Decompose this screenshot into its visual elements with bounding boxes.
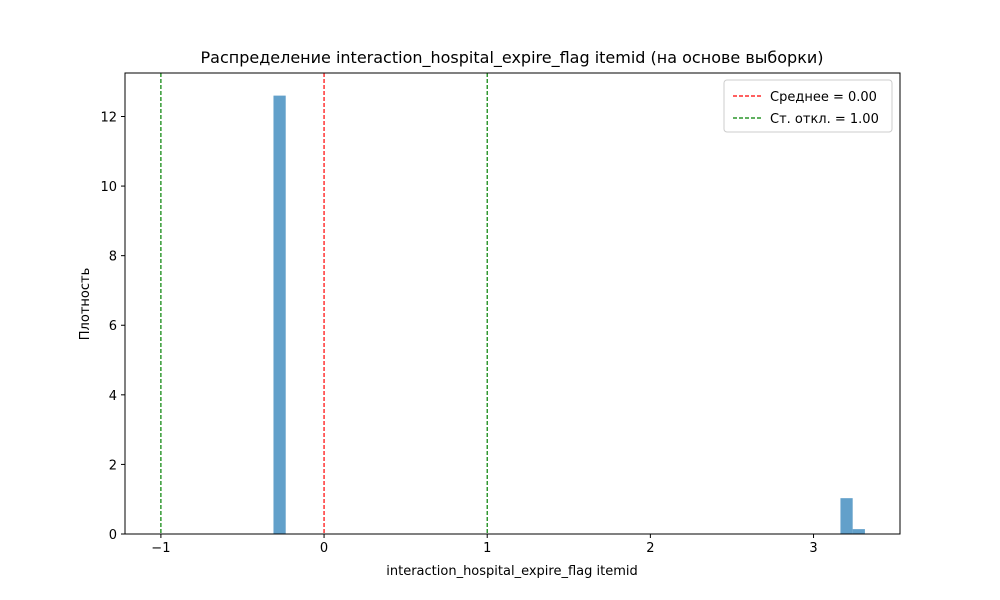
x-tick-label: 3 <box>809 541 817 556</box>
legend-label: Ст. откл. = 1.00 <box>770 112 879 127</box>
y-tick-label: 8 <box>109 250 117 265</box>
y-axis-label: Плотность <box>78 268 93 340</box>
x-axis: −1 0 1 2 3 <box>151 534 818 556</box>
x-tick-label: 0 <box>320 541 328 556</box>
x-tick-label: 2 <box>646 541 654 556</box>
y-axis: 0 2 4 6 8 10 12 <box>100 110 125 543</box>
y-tick-label: 2 <box>109 458 117 473</box>
histogram-bar-1 <box>840 498 853 534</box>
x-tick-label: 1 <box>483 541 491 556</box>
y-tick-label: 12 <box>100 110 117 125</box>
x-tick-label: −1 <box>151 541 170 556</box>
chart-title: Распределение interaction_hospital_expir… <box>200 48 823 68</box>
histogram-bar-2 <box>852 529 865 534</box>
plot-frame <box>124 72 901 535</box>
histogram-bar-0 <box>273 95 286 534</box>
y-tick-label: 10 <box>100 180 117 195</box>
y-tick-label: 6 <box>109 319 117 334</box>
legend: Среднее = 0.00 Ст. откл. = 1.00 <box>723 79 893 133</box>
legend-label: Среднее = 0.00 <box>770 90 877 105</box>
reference-lines-group <box>160 73 488 534</box>
legend-box <box>723 79 893 133</box>
y-tick-label: 0 <box>109 528 117 543</box>
bars-group <box>273 95 865 534</box>
y-tick-label: 4 <box>109 389 117 404</box>
x-axis-label: interaction_hospital_expire_flag itemid <box>386 564 637 579</box>
